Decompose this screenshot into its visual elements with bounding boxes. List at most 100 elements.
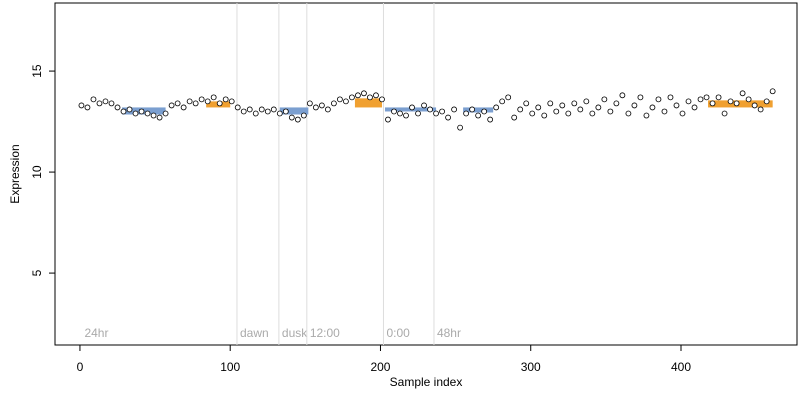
point <box>595 104 602 111</box>
point <box>126 106 133 113</box>
point <box>156 114 163 121</box>
point <box>138 108 145 115</box>
point <box>691 104 698 111</box>
y-axis-label: Expression <box>8 144 22 203</box>
point <box>192 100 199 107</box>
reference-label: 12:00 <box>310 326 340 340</box>
point <box>330 100 337 107</box>
y-tick-label: 5 <box>30 269 44 276</box>
point <box>733 100 740 107</box>
point <box>751 102 758 109</box>
point <box>216 100 223 107</box>
point <box>276 110 283 117</box>
point <box>721 110 728 117</box>
point <box>499 98 506 105</box>
point <box>252 110 259 117</box>
point <box>679 110 686 117</box>
point <box>204 98 211 105</box>
point <box>535 104 542 111</box>
point <box>583 98 590 105</box>
point <box>270 106 277 113</box>
point <box>451 106 457 113</box>
point <box>685 98 692 105</box>
point <box>294 116 301 123</box>
point <box>637 94 644 101</box>
highlight <box>463 107 494 113</box>
point <box>373 92 379 99</box>
point <box>727 98 734 105</box>
point <box>391 108 397 115</box>
point <box>379 96 385 103</box>
point <box>475 112 482 119</box>
point <box>613 100 620 107</box>
x-tick-label: 200 <box>370 360 390 374</box>
reference-label: dusk <box>282 326 308 340</box>
y-tick-label: 10 <box>30 165 44 179</box>
reference-label: dawn <box>240 326 269 340</box>
point <box>703 94 710 101</box>
point <box>505 94 512 101</box>
x-tick-label: 300 <box>521 360 541 374</box>
point <box>667 94 674 101</box>
point <box>246 106 253 113</box>
x-tick-label: 0 <box>77 360 84 374</box>
point <box>132 110 139 117</box>
point <box>150 112 157 119</box>
point <box>186 98 193 105</box>
point <box>469 106 476 113</box>
point <box>439 108 445 115</box>
point <box>763 98 770 105</box>
x-tick-label: 400 <box>671 360 691 374</box>
point <box>769 88 776 95</box>
highlight <box>708 100 773 108</box>
x-axis-label: Sample index <box>390 375 463 389</box>
point <box>541 112 548 119</box>
point <box>409 104 415 111</box>
point <box>102 98 109 105</box>
point <box>228 98 235 105</box>
point <box>114 104 121 111</box>
point <box>318 102 325 109</box>
reference-label: 48hr <box>437 326 461 340</box>
point <box>433 110 439 117</box>
point <box>403 112 409 119</box>
point <box>427 106 433 113</box>
point <box>180 104 187 111</box>
point <box>300 112 307 119</box>
point <box>84 104 91 111</box>
point <box>493 104 500 111</box>
point <box>240 108 247 115</box>
point <box>511 114 518 121</box>
point <box>709 100 716 107</box>
point <box>108 100 115 107</box>
point <box>144 110 151 117</box>
point <box>174 100 181 107</box>
point <box>565 110 572 117</box>
point <box>288 114 295 121</box>
point <box>120 108 127 115</box>
y-tick-label: 15 <box>30 64 44 78</box>
point <box>715 94 722 101</box>
point <box>198 96 205 103</box>
point <box>739 90 746 97</box>
point <box>367 94 373 101</box>
point <box>210 94 217 101</box>
point <box>457 124 464 131</box>
point <box>619 92 626 99</box>
point <box>487 116 494 123</box>
point <box>571 100 578 107</box>
point <box>96 100 103 107</box>
point <box>234 104 241 111</box>
x-tick-label: 100 <box>220 360 240 374</box>
point <box>589 110 596 117</box>
point <box>415 110 421 117</box>
point <box>385 116 391 123</box>
point <box>336 96 343 103</box>
reference-label: 0:00 <box>386 326 410 340</box>
point <box>258 106 265 113</box>
point <box>481 108 488 115</box>
point <box>559 102 566 109</box>
reference-label: 24hr <box>84 326 108 340</box>
point <box>421 102 427 109</box>
